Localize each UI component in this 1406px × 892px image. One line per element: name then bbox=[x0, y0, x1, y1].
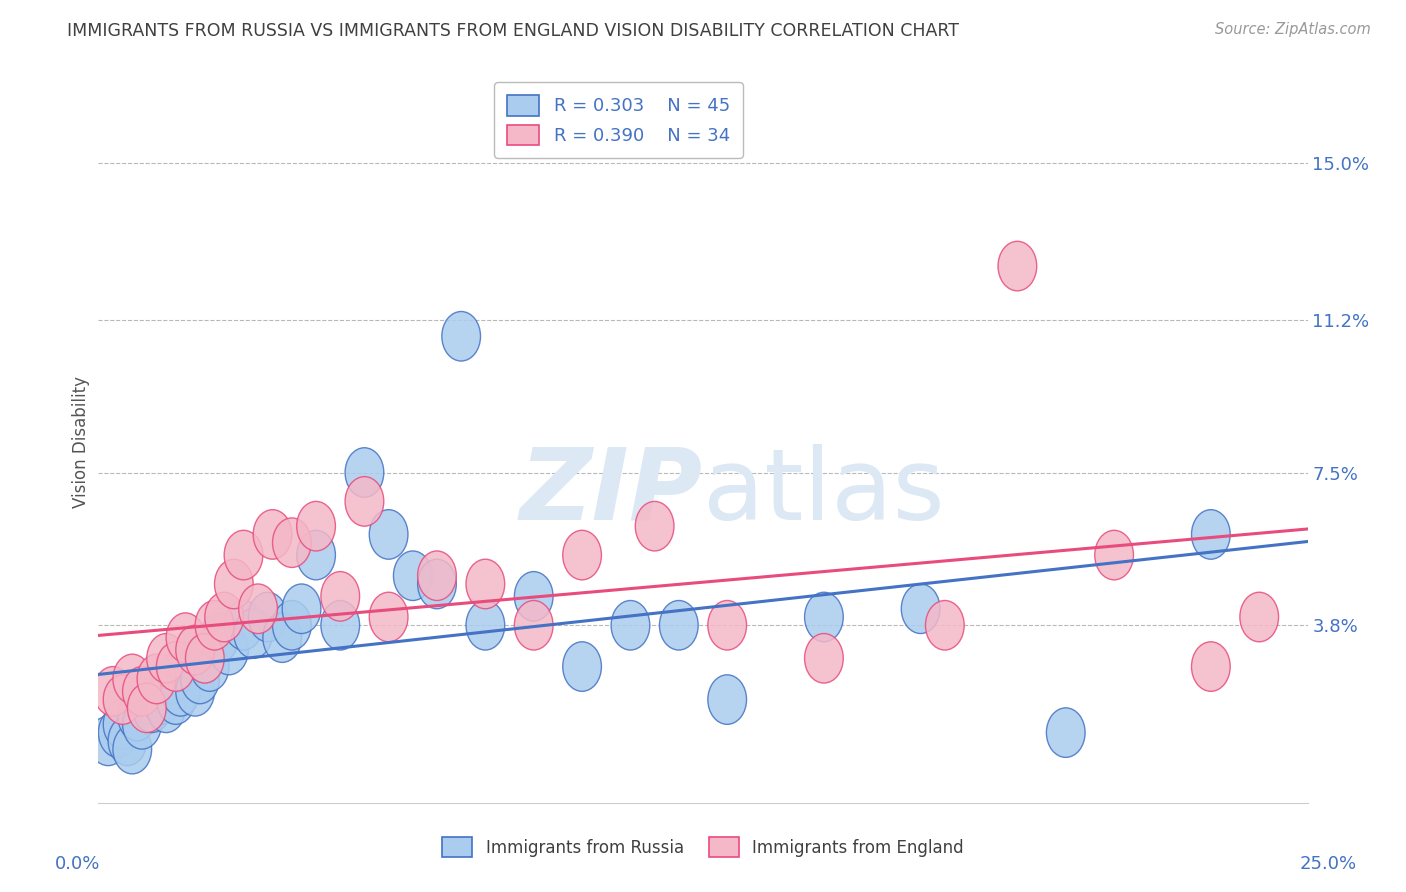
Ellipse shape bbox=[562, 531, 602, 580]
Ellipse shape bbox=[176, 666, 215, 716]
Ellipse shape bbox=[224, 531, 263, 580]
Ellipse shape bbox=[659, 600, 699, 650]
Ellipse shape bbox=[253, 509, 292, 559]
Ellipse shape bbox=[98, 708, 138, 757]
Ellipse shape bbox=[707, 675, 747, 724]
Ellipse shape bbox=[166, 641, 205, 691]
Ellipse shape bbox=[166, 613, 205, 663]
Ellipse shape bbox=[901, 584, 941, 633]
Text: ZIP: ZIP bbox=[520, 443, 703, 541]
Ellipse shape bbox=[122, 699, 162, 749]
Text: IMMIGRANTS FROM RUSSIA VS IMMIGRANTS FROM ENGLAND VISION DISABILITY CORRELATION : IMMIGRANTS FROM RUSSIA VS IMMIGRANTS FRO… bbox=[67, 22, 959, 40]
Ellipse shape bbox=[112, 724, 152, 774]
Ellipse shape bbox=[1046, 708, 1085, 757]
Ellipse shape bbox=[118, 691, 156, 741]
Ellipse shape bbox=[515, 572, 553, 621]
Ellipse shape bbox=[128, 675, 166, 724]
Ellipse shape bbox=[273, 600, 311, 650]
Y-axis label: Vision Disability: Vision Disability bbox=[72, 376, 90, 508]
Ellipse shape bbox=[156, 675, 195, 724]
Ellipse shape bbox=[465, 600, 505, 650]
Ellipse shape bbox=[515, 600, 553, 650]
Ellipse shape bbox=[94, 666, 132, 716]
Ellipse shape bbox=[804, 592, 844, 641]
Ellipse shape bbox=[215, 559, 253, 608]
Ellipse shape bbox=[122, 666, 162, 716]
Ellipse shape bbox=[89, 716, 128, 765]
Ellipse shape bbox=[418, 551, 457, 600]
Ellipse shape bbox=[297, 501, 336, 551]
Ellipse shape bbox=[200, 613, 239, 663]
Ellipse shape bbox=[162, 666, 200, 716]
Ellipse shape bbox=[297, 531, 336, 580]
Ellipse shape bbox=[108, 716, 146, 765]
Ellipse shape bbox=[925, 600, 965, 650]
Ellipse shape bbox=[1191, 509, 1230, 559]
Ellipse shape bbox=[103, 699, 142, 749]
Ellipse shape bbox=[344, 476, 384, 526]
Ellipse shape bbox=[146, 683, 186, 732]
Ellipse shape bbox=[239, 584, 277, 633]
Ellipse shape bbox=[180, 654, 219, 704]
Ellipse shape bbox=[441, 311, 481, 361]
Text: atlas: atlas bbox=[703, 443, 945, 541]
Ellipse shape bbox=[176, 625, 215, 675]
Ellipse shape bbox=[321, 600, 360, 650]
Ellipse shape bbox=[190, 641, 229, 691]
Ellipse shape bbox=[636, 501, 673, 551]
Ellipse shape bbox=[418, 559, 457, 608]
Ellipse shape bbox=[1095, 531, 1133, 580]
Ellipse shape bbox=[132, 683, 172, 732]
Ellipse shape bbox=[138, 666, 176, 716]
Ellipse shape bbox=[1191, 641, 1230, 691]
Ellipse shape bbox=[707, 600, 747, 650]
Ellipse shape bbox=[128, 683, 166, 732]
Text: Source: ZipAtlas.com: Source: ZipAtlas.com bbox=[1215, 22, 1371, 37]
Ellipse shape bbox=[186, 633, 224, 683]
Ellipse shape bbox=[146, 633, 186, 683]
Ellipse shape bbox=[233, 608, 273, 658]
Ellipse shape bbox=[562, 641, 602, 691]
Ellipse shape bbox=[465, 559, 505, 608]
Text: 25.0%: 25.0% bbox=[1301, 855, 1357, 872]
Ellipse shape bbox=[209, 625, 249, 675]
Ellipse shape bbox=[370, 509, 408, 559]
Ellipse shape bbox=[103, 675, 142, 724]
Ellipse shape bbox=[804, 633, 844, 683]
Ellipse shape bbox=[321, 572, 360, 621]
Ellipse shape bbox=[344, 448, 384, 497]
Ellipse shape bbox=[249, 592, 287, 641]
Ellipse shape bbox=[1240, 592, 1278, 641]
Ellipse shape bbox=[273, 518, 311, 567]
Ellipse shape bbox=[195, 600, 233, 650]
Ellipse shape bbox=[205, 592, 243, 641]
Ellipse shape bbox=[283, 584, 321, 633]
Ellipse shape bbox=[612, 600, 650, 650]
Legend: Immigrants from Russia, Immigrants from England: Immigrants from Russia, Immigrants from … bbox=[432, 828, 974, 867]
Ellipse shape bbox=[370, 592, 408, 641]
Ellipse shape bbox=[138, 654, 176, 704]
Ellipse shape bbox=[112, 654, 152, 704]
Ellipse shape bbox=[156, 641, 195, 691]
Ellipse shape bbox=[998, 242, 1036, 291]
Ellipse shape bbox=[186, 633, 224, 683]
Text: 0.0%: 0.0% bbox=[55, 855, 100, 872]
Ellipse shape bbox=[142, 675, 180, 724]
Ellipse shape bbox=[263, 613, 301, 663]
Ellipse shape bbox=[394, 551, 432, 600]
Ellipse shape bbox=[224, 600, 263, 650]
Ellipse shape bbox=[152, 654, 190, 704]
